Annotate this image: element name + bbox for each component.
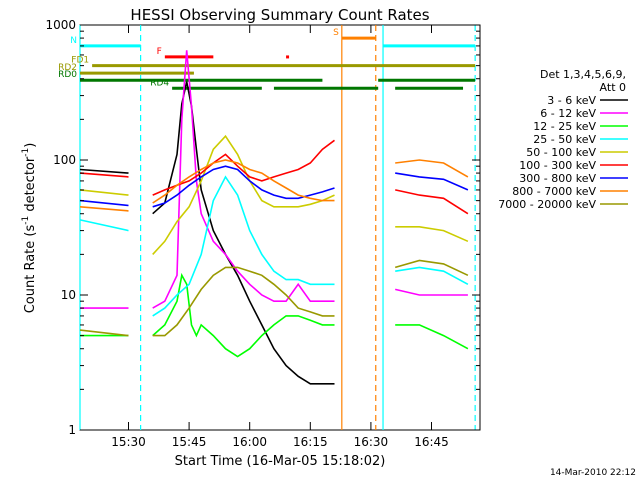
flag-label-fd1: FD1 [71, 56, 89, 66]
series-line-3 [79, 175, 469, 317]
series-layer [79, 50, 469, 385]
legend-title-1: Det 1,3,4,5,6,9, [540, 68, 626, 81]
flag-label-f: F [157, 47, 162, 57]
y-tick-label-1: 10 [61, 288, 76, 302]
legend-label-5: 100 - 300 keV [519, 159, 596, 172]
chart-title: HESSI Observing Summary Count Rates [130, 6, 429, 24]
x-tick-label-2: 16:00 [232, 435, 267, 449]
flag-label-s: S [333, 28, 339, 38]
flag-label-rd2: RD2 [58, 63, 77, 73]
y-label-main: Count Rate (s [23, 225, 38, 314]
series-line-0 [79, 81, 335, 385]
flag-label-n: N [70, 36, 77, 46]
flag-label-rd4: RD4 [150, 78, 169, 88]
legend-label-3: 25 - 50 keV [533, 133, 596, 146]
x-tick-label-4: 16:30 [354, 435, 389, 449]
y-tick-label-2: 100 [53, 153, 76, 167]
series-line-1 [80, 50, 468, 309]
series-line-2 [80, 272, 469, 358]
series-line-4 [79, 134, 469, 255]
legend-label-0: 3 - 6 keV [547, 94, 596, 107]
footer-timestamp: 14-Mar-2010 22:12 [550, 468, 636, 478]
y-label-end: ) [23, 143, 38, 148]
flag-label-rd0: RD0 [58, 70, 77, 80]
x-tick-label-5: 16:45 [414, 435, 449, 449]
legend-title-2: Att 0 [600, 81, 626, 94]
series-line-5 [79, 139, 469, 215]
legend-label-7: 800 - 7000 keV [512, 185, 596, 198]
y-label-sup1: -1 [21, 216, 31, 225]
y-label-sup2: -1 [21, 148, 31, 157]
series-line-6 [79, 165, 469, 208]
x-tick-label-3: 16:15 [293, 435, 328, 449]
legend-label-1: 6 - 12 keV [540, 107, 596, 120]
x-tick-label-1: 15:45 [172, 435, 207, 449]
y-tick-label-0: 1 [68, 423, 76, 437]
legend-label-8: 7000 - 20000 keV [498, 198, 596, 211]
x-axis-label: Start Time (16-Mar-05 15:18:02) [175, 454, 386, 469]
y-tick-label-3: 1000 [45, 18, 76, 32]
legend-label-2: 12 - 25 keV [533, 120, 596, 133]
vertical-markers [79, 25, 476, 430]
legend-label-6: 300 - 800 keV [519, 172, 596, 185]
y-label-mid: detector [23, 156, 38, 216]
series-line-8 [79, 259, 469, 337]
series-line-7 [79, 159, 469, 212]
axes: 15:30 15:45 16:00 16:15 16:30 16:45 1 10 100 1000 [45, 18, 480, 449]
legend-label-4: 50 - 100 keV [526, 146, 596, 159]
x-tick-label-0: 15:30 [111, 435, 146, 449]
y-axis-label: Count Rate (s-1 detector-1) [21, 143, 38, 314]
